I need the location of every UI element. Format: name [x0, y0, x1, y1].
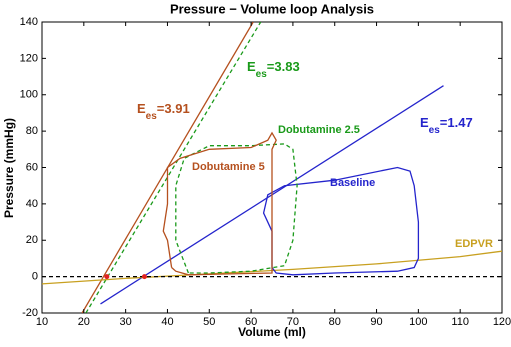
- x-tick-label: 90: [370, 316, 382, 328]
- y-tick-label: 40: [26, 198, 38, 210]
- series-label-part: es: [146, 111, 158, 122]
- series-label: Ees=3.91: [137, 101, 190, 121]
- series-label-part: E: [137, 101, 146, 116]
- x-tick-label: 40: [161, 316, 173, 328]
- x-tick-label: 50: [203, 316, 215, 328]
- y-axis-label: Pressure (mmHg): [2, 118, 16, 218]
- series-label-part: =3.91: [157, 101, 190, 116]
- series-label-part: =3.83: [267, 59, 300, 74]
- x-tick-label: 110: [451, 316, 469, 328]
- series-label-part: es: [429, 125, 441, 136]
- series-line: [42, 250, 502, 285]
- y-tick-label: 80: [26, 125, 38, 137]
- series-line: [85, 22, 262, 313]
- x-tick-label: 70: [287, 316, 299, 328]
- series-label: Dobutamine 5: [192, 161, 265, 173]
- plot: [42, 22, 502, 313]
- chart-title: Pressure − Volume loop Analysis: [170, 1, 374, 16]
- series-label-part: E: [247, 59, 256, 74]
- series-label: Ees=3.83: [247, 59, 300, 79]
- series-label-part: es: [256, 69, 268, 80]
- series-label: Ees=1.47: [420, 115, 473, 135]
- x-tick-label: 80: [329, 316, 341, 328]
- x-axis-label: Volume (ml): [238, 325, 306, 339]
- y-tick-label: -20: [22, 307, 38, 319]
- series-line: [262, 166, 420, 276]
- x-tick-label: 30: [120, 316, 132, 328]
- y-tick-label: 0: [32, 271, 38, 283]
- series-label-part: E: [420, 115, 429, 130]
- y-tick-label: 20: [26, 234, 38, 246]
- point: [104, 274, 110, 280]
- series-label: EDPVR: [455, 238, 493, 250]
- x-tick-label: 20: [78, 316, 90, 328]
- y-tick-label: 60: [26, 161, 38, 173]
- series-label-part: =1.47: [440, 115, 473, 130]
- y-tick-label: 120: [20, 52, 38, 64]
- series-line: [162, 131, 277, 276]
- x-tick-label: 60: [245, 316, 257, 328]
- x-tick-label: 120: [493, 316, 511, 328]
- x-tick-label: 10: [36, 316, 48, 328]
- y-tick-label: 100: [20, 89, 38, 101]
- point: [141, 274, 147, 280]
- series-label: Dobutamine 2.5: [278, 124, 360, 136]
- x-tick-label: 100: [409, 316, 427, 328]
- series-line: [175, 143, 298, 274]
- y-tick-label: 140: [20, 16, 38, 28]
- series-label: Baseline: [330, 177, 375, 189]
